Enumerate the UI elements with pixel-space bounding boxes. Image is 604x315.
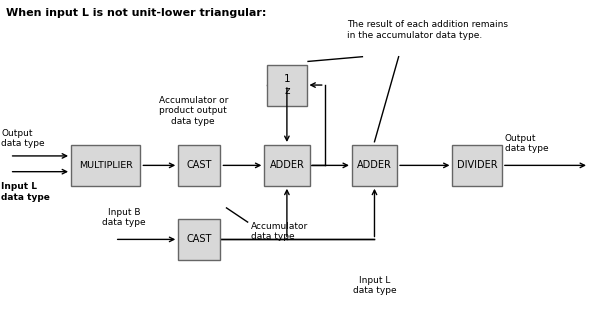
- Text: MULTIPLIER: MULTIPLIER: [79, 161, 133, 170]
- Text: Input B
data type: Input B data type: [102, 208, 146, 227]
- Bar: [352, 145, 397, 186]
- Bar: [178, 145, 220, 186]
- Text: DIVIDER: DIVIDER: [457, 160, 498, 170]
- Text: 1
z: 1 z: [284, 74, 290, 96]
- Text: Input L
data type: Input L data type: [353, 276, 396, 295]
- Text: Accumulator
data type: Accumulator data type: [251, 222, 308, 242]
- Text: Output
data type: Output data type: [1, 129, 45, 148]
- Bar: [71, 145, 140, 186]
- Bar: [178, 219, 220, 260]
- Text: Input L
data type: Input L data type: [1, 182, 50, 202]
- Text: CAST: CAST: [187, 234, 212, 244]
- Text: ADDER: ADDER: [357, 160, 392, 170]
- Bar: [452, 145, 502, 186]
- Text: Output
data type: Output data type: [505, 134, 548, 153]
- Text: ADDER: ADDER: [269, 160, 304, 170]
- Text: The result of each addition remains
in the accumulator data type.: The result of each addition remains in t…: [347, 20, 509, 40]
- Bar: [267, 65, 307, 106]
- Text: Accumulator or
product output
data type: Accumulator or product output data type: [159, 96, 228, 126]
- Bar: [265, 145, 309, 186]
- Text: When input L is not unit-lower triangular:: When input L is not unit-lower triangula…: [6, 8, 266, 18]
- Text: CAST: CAST: [187, 160, 212, 170]
